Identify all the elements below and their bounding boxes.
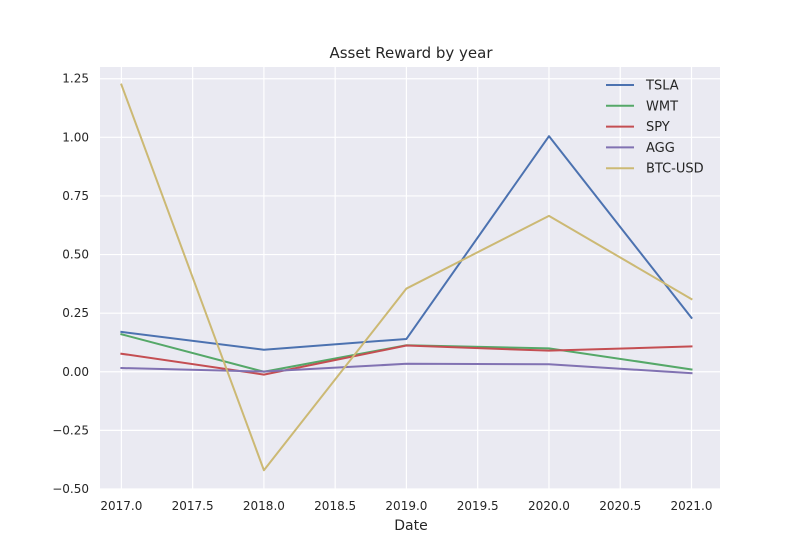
series-line-agg <box>120 362 693 375</box>
x-tick-label: 2019.0 <box>385 499 427 513</box>
y-tick-label: 0.00 <box>62 365 89 379</box>
grid-lines <box>100 67 720 490</box>
series-lines <box>120 83 693 472</box>
legend-label-agg: AGG <box>646 141 675 156</box>
x-tick-label: 2020.5 <box>599 499 641 513</box>
y-tick-label: 1.00 <box>62 130 89 144</box>
x-tick-label: 2020.0 <box>528 499 570 513</box>
x-axis-label: Date <box>394 518 427 534</box>
legend-label-btc-usd: BTC-USD <box>646 162 704 177</box>
x-tick-label: 2018.5 <box>314 499 356 513</box>
series-line-spy <box>120 344 693 376</box>
x-tick-labels: 2017.0 2017.5 2018.0 2018.5 2019.0 2019.5 2020… <box>100 499 712 513</box>
y-tick-label: 0.75 <box>62 189 89 203</box>
x-tick-label: 2017.5 <box>172 499 214 513</box>
legend-label-tsla: TSLA <box>645 79 679 94</box>
x-tick-label: 2019.5 <box>457 499 499 513</box>
y-tick-labels: −0.50 −0.25 0.00 0.25 0.50 0.75 1.00 1.25 <box>52 72 89 496</box>
y-tick-label: −0.25 <box>52 423 89 437</box>
x-tick-label: 2017.0 <box>100 499 142 513</box>
legend: TSLA WMT SPY AGG BTC-USD <box>606 79 704 177</box>
y-tick-label: 0.50 <box>62 248 89 262</box>
legend-label-wmt: WMT <box>646 99 678 114</box>
x-tick-label: 2018.0 <box>243 499 285 513</box>
y-tick-label: −0.50 <box>52 482 89 496</box>
legend-label-spy: SPY <box>646 120 670 135</box>
series-line-btc-usd <box>120 83 693 472</box>
chart-title: Asset Reward by year <box>329 44 493 62</box>
y-tick-label: 1.25 <box>62 72 89 86</box>
x-tick-label: 2021.0 <box>670 499 712 513</box>
y-tick-label: 0.25 <box>62 306 89 320</box>
